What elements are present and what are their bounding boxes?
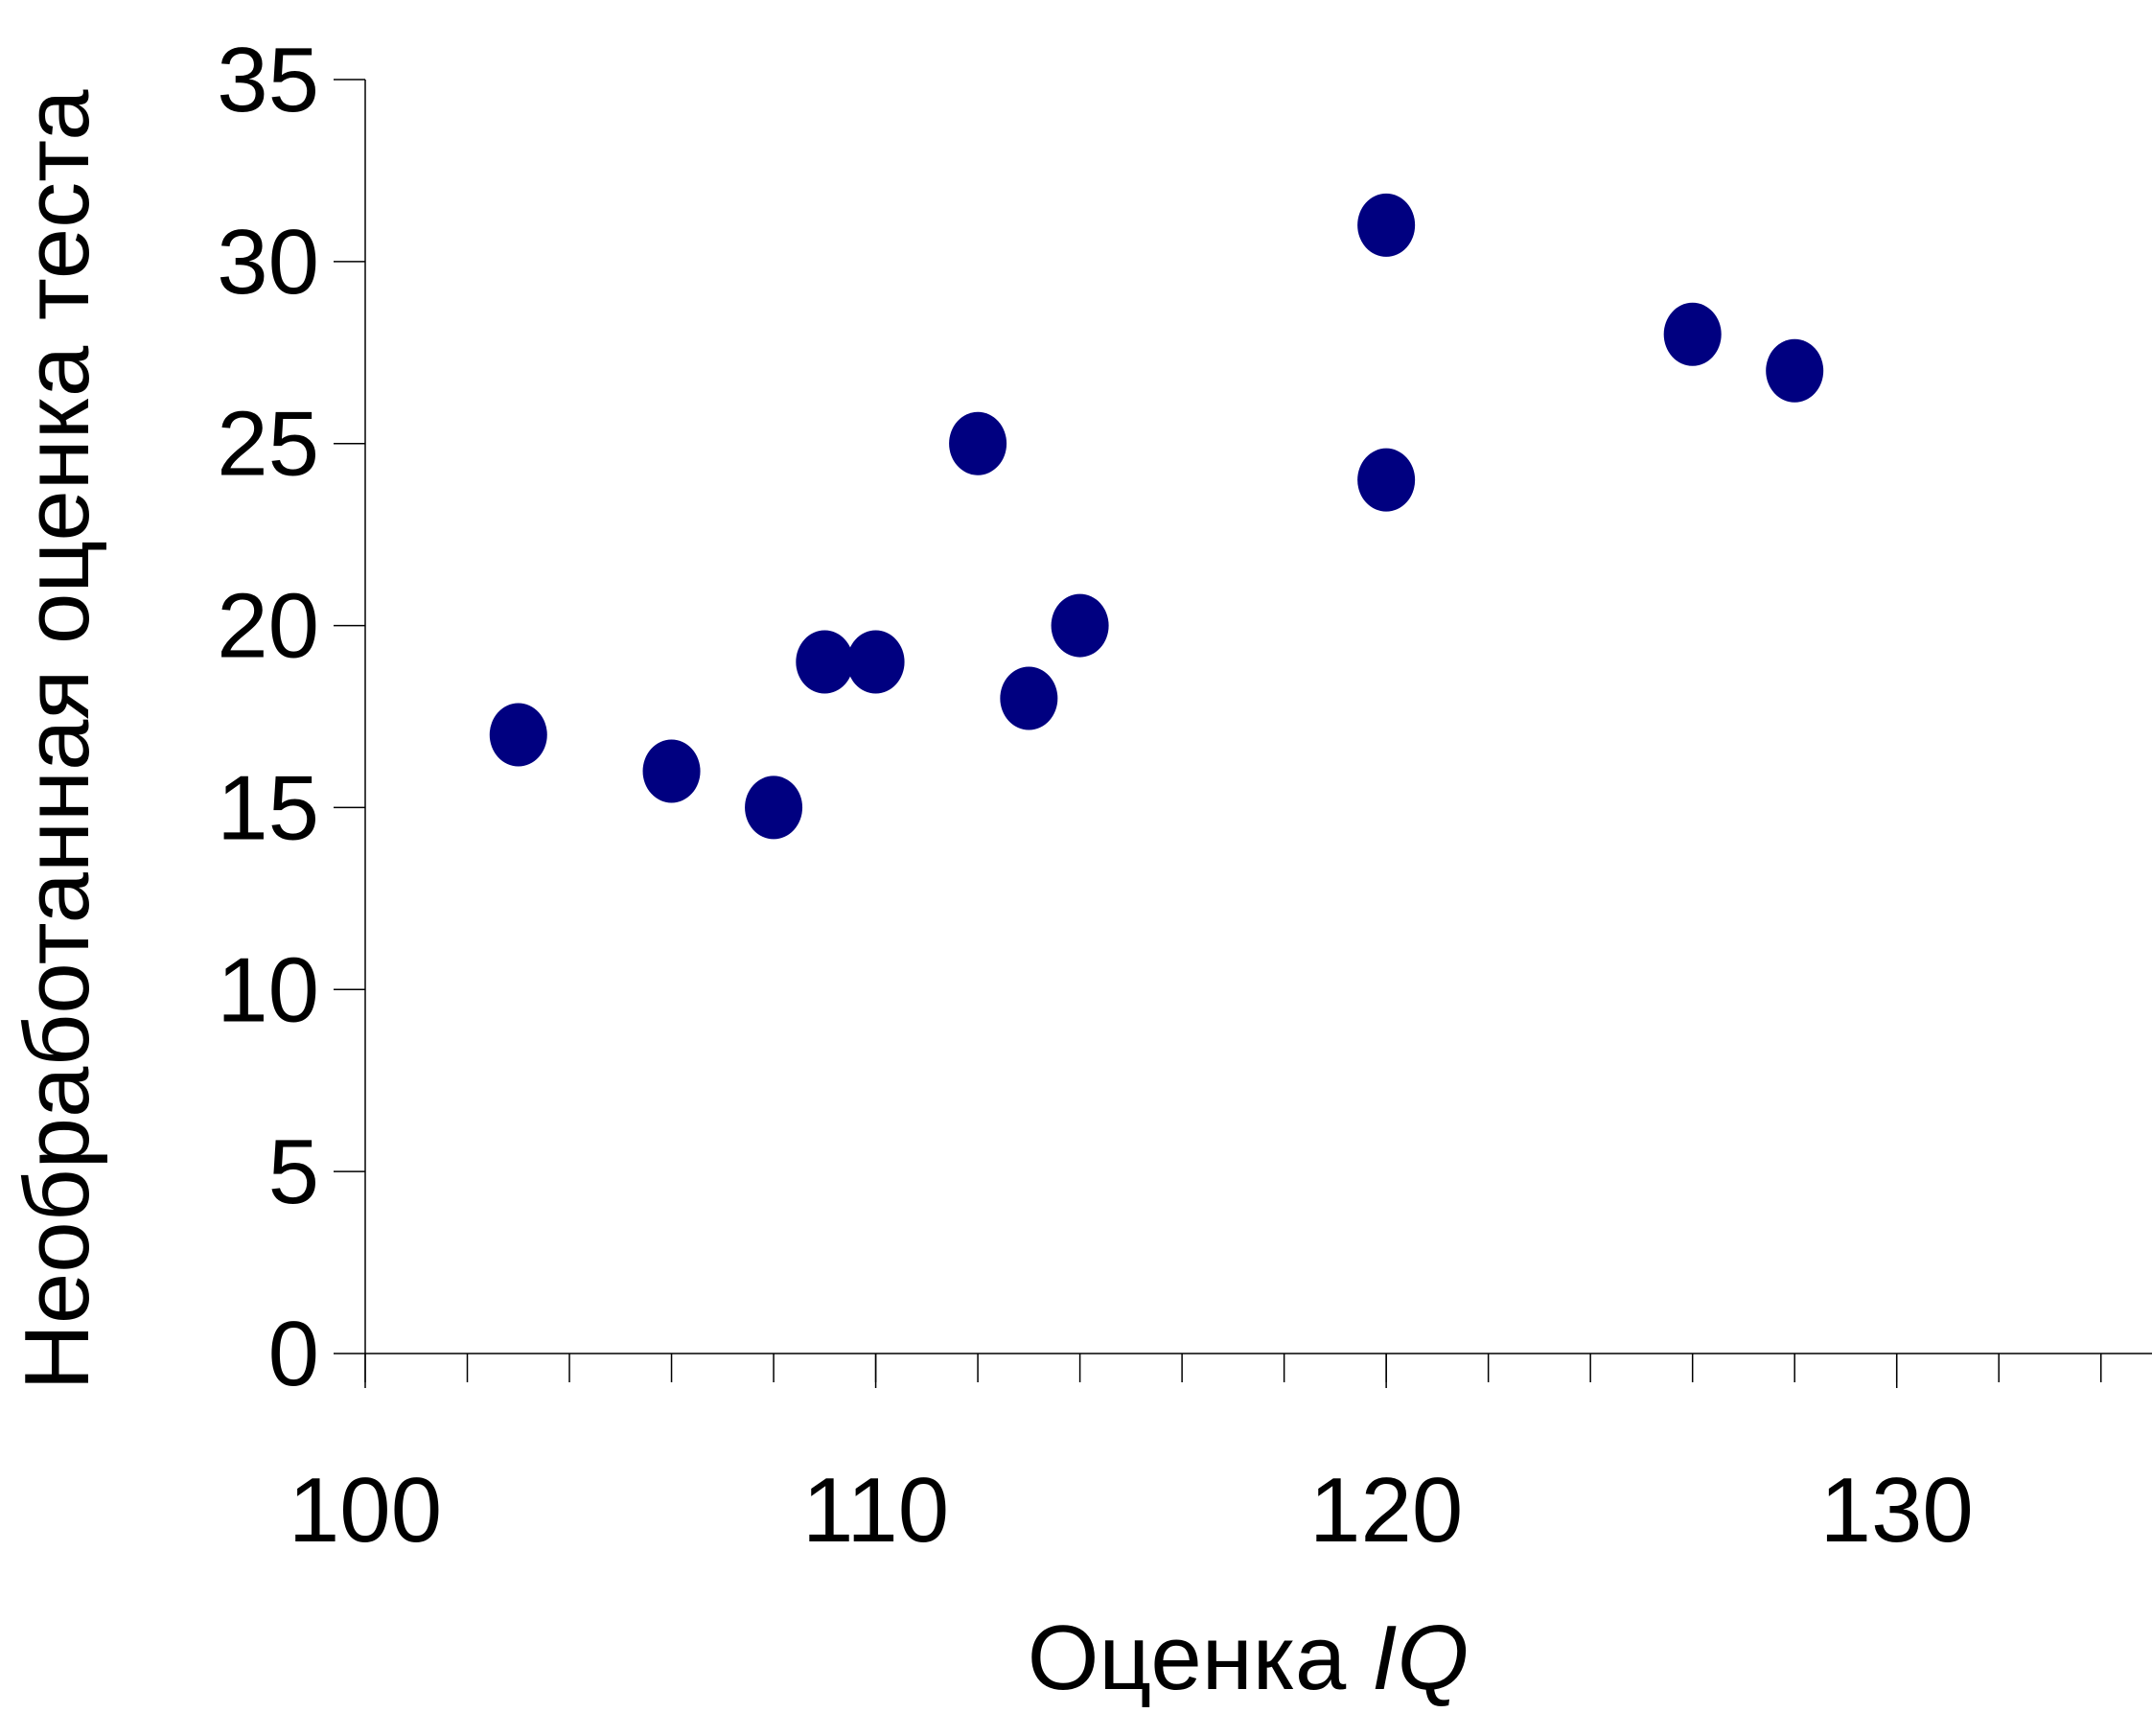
data-point bbox=[1766, 338, 1824, 403]
y-tick-label: 5 bbox=[268, 1121, 319, 1223]
data-points bbox=[489, 193, 1824, 840]
x-tick-label: 130 bbox=[1820, 1459, 1974, 1562]
y-tick-label: 25 bbox=[217, 393, 319, 496]
x-axis-title-text: Оценка bbox=[1028, 1607, 1372, 1709]
data-point bbox=[1000, 666, 1058, 730]
y-axis-title: Необработанная оценка теста bbox=[6, 89, 108, 1391]
y-tick-label: 35 bbox=[217, 29, 319, 131]
y-tick-label: 10 bbox=[217, 938, 319, 1041]
data-point bbox=[796, 630, 854, 694]
x-ticks: 100 110 120 130 bbox=[289, 1354, 2102, 1562]
data-point bbox=[1663, 302, 1722, 366]
data-point bbox=[745, 775, 803, 840]
y-tick-label: 20 bbox=[217, 575, 319, 678]
data-point bbox=[846, 630, 905, 694]
data-point bbox=[1051, 593, 1109, 658]
data-point bbox=[642, 739, 701, 803]
data-point bbox=[1357, 193, 1416, 257]
axes bbox=[364, 80, 2152, 1354]
y-tick-label: 30 bbox=[217, 211, 319, 313]
x-axis-title-italic: IQ bbox=[1372, 1607, 1469, 1709]
x-tick-label: 120 bbox=[1309, 1459, 1463, 1562]
y-ticks: 0 5 10 15 20 25 30 35 bbox=[217, 29, 365, 1405]
data-point bbox=[489, 703, 547, 767]
data-point bbox=[949, 411, 1007, 475]
data-point bbox=[1357, 448, 1416, 512]
x-tick-label: 100 bbox=[289, 1459, 442, 1562]
x-axis-title: Оценка IQ bbox=[1028, 1607, 1469, 1709]
y-tick-label: 0 bbox=[268, 1303, 319, 1405]
x-tick-label: 110 bbox=[802, 1459, 949, 1562]
y-tick-label: 15 bbox=[217, 756, 319, 859]
